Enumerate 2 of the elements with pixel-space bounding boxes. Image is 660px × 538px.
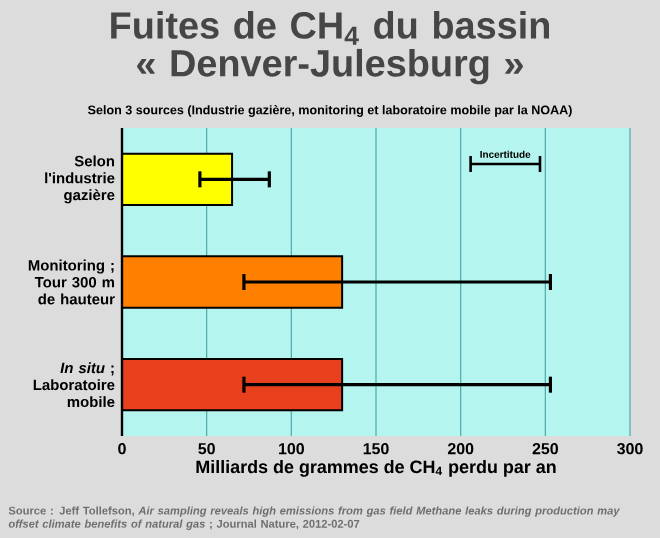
x-axis-title: Milliards de grammes de CH$_{4}$ perdu par an xyxy=(196,460,556,477)
chart-title: Fuites de CH$_{4}$ du bassin « Denver-Julesburg » xyxy=(111,11,550,85)
